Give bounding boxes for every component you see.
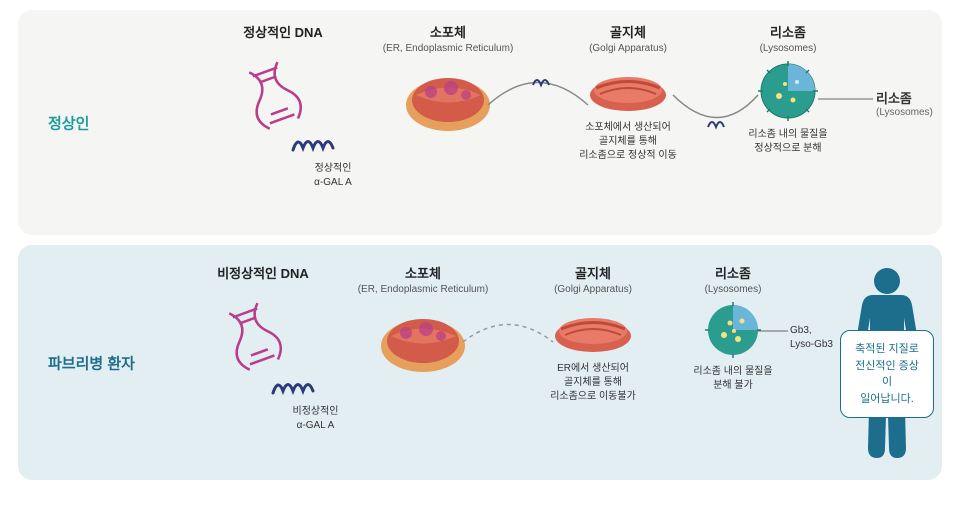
- patient-label: 파브리병 환자: [48, 352, 135, 373]
- callout-sub: (Lysosomes): [876, 107, 933, 118]
- info-text: 축적된 지질로 전신적인 증상이 일어납니다.: [855, 343, 919, 405]
- er-sub-p: (ER, Endoplasmic Reticulum): [343, 284, 503, 295]
- golgi-icon-p: [528, 301, 658, 356]
- enzyme-patient: 비정상적인 α-GAL A: [268, 373, 363, 433]
- golgi-sub-p: (Golgi Apparatus): [528, 284, 658, 295]
- normal-panel: 정상인 정상적인 DNA 정상적인 α-GAL A 소포체 (E: [18, 10, 942, 235]
- callout-line: [818, 98, 873, 100]
- lyso-sub-p: (Lysosomes): [678, 284, 788, 295]
- lyso-markers: Gb3, Lyso-Gb3: [790, 324, 833, 352]
- stage-golgi-patient: 골지체 (Golgi Apparatus) ER에서 생산되어 골지체를 통해 …: [528, 263, 658, 404]
- enzyme-label-p: 비정상적인 α-GAL A: [268, 405, 363, 433]
- lyso-sub: (Lysosomes): [733, 43, 843, 54]
- er-title-p: 소포체: [343, 263, 503, 282]
- lyso-title: 리소좀: [733, 22, 843, 41]
- enzyme-normal: 정상적인 α-GAL A: [288, 130, 378, 190]
- stage-dna-normal: 정상적인 DNA: [218, 22, 348, 143]
- stage-lysosome-normal: 리소좀 (Lysosomes) 리소좀 내의 물질을 정상적으로 분해: [733, 22, 843, 156]
- enzyme-label: 정상적인 α-GAL A: [288, 162, 378, 190]
- er-sub: (ER, Endoplasmic Reticulum): [368, 43, 528, 54]
- dna-title-p: 비정상적인 DNA: [193, 263, 333, 282]
- callout-title: 리소좀: [876, 88, 933, 107]
- patient-panel: 파브리병 환자 비정상적인 DNA 비정상적인 α-GAL A 소포체: [18, 245, 942, 480]
- dna-title: 정상적인 DNA: [218, 22, 348, 41]
- normal-label: 정상인: [48, 112, 89, 133]
- golgi-title-p: 골지체: [528, 263, 658, 282]
- er-title: 소포체: [368, 22, 528, 41]
- golgi-sub: (Golgi Apparatus): [563, 43, 693, 54]
- callout-lysosome: 리소좀 (Lysosomes): [876, 88, 933, 118]
- lyso-desc-p: 리소좀 내의 물질을 분해 불가: [678, 365, 788, 393]
- golgi-desc-p: ER에서 생산되어 골지체를 통해 리소좀으로 이동불가: [528, 362, 658, 404]
- golgi-title: 골지체: [563, 22, 693, 41]
- marker-line: [758, 330, 788, 332]
- lyso-desc: 리소좀 내의 물질을 정상적으로 분해: [733, 128, 843, 156]
- lyso-title-p: 리소좀: [678, 263, 788, 282]
- enzyme-icon: [288, 130, 338, 158]
- info-box: 축적된 지질로 전신적인 증상이 일어납니다.: [840, 330, 934, 418]
- stage-dna-patient: 비정상적인 DNA: [193, 263, 333, 384]
- lysosome-icon: [733, 60, 843, 122]
- dna-icon-p: [193, 288, 333, 378]
- dna-icon: [218, 47, 348, 137]
- enzyme-icon-p: [268, 373, 318, 401]
- stage-lysosome-patient: 리소좀 (Lysosomes) 리소좀 내의 물질을 분해 불가: [678, 263, 788, 393]
